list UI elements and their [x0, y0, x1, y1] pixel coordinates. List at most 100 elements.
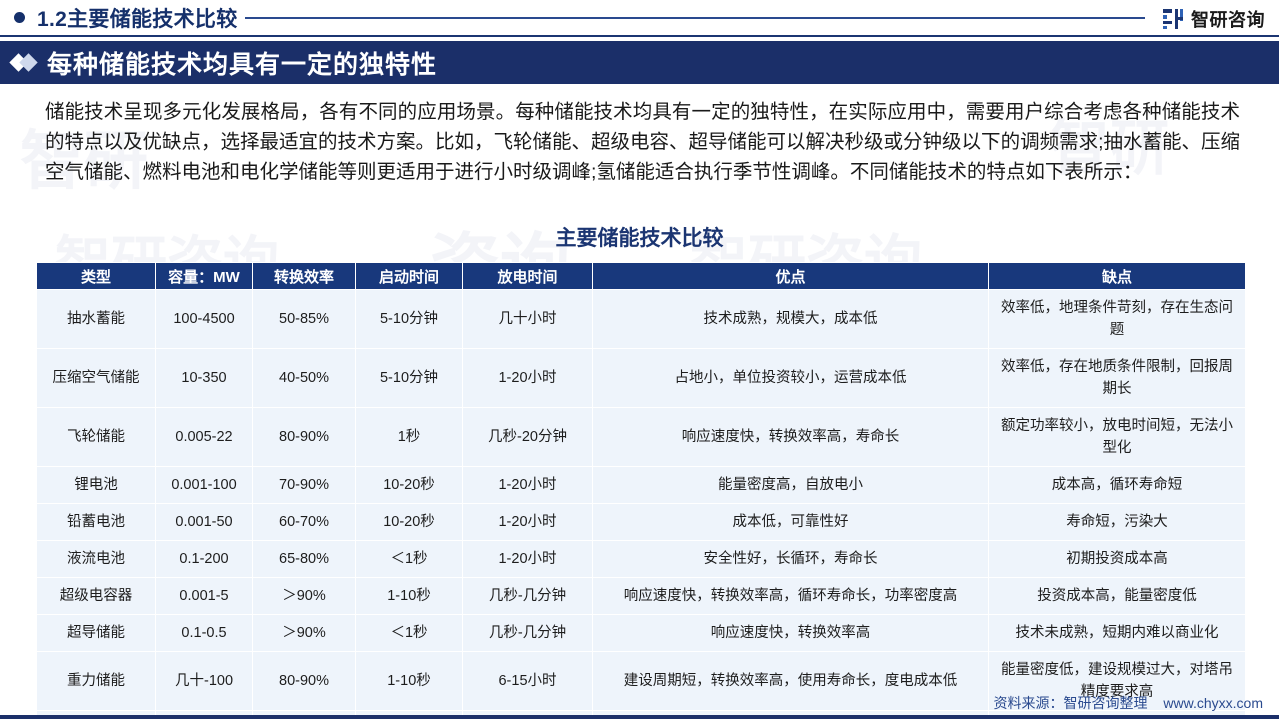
- cell-type: 锂电池: [37, 467, 155, 503]
- cell-capacity: 0.005-22: [156, 408, 252, 466]
- table-row: 重力储能 几十-100 80-90% 1-10秒 6-15小时 建设周期短，转换效率高，使…: [37, 652, 1245, 710]
- col-header-capacity: 容量：MW: [156, 263, 252, 289]
- cell-advantages: 安全性好，长循环，寿命长: [593, 541, 988, 577]
- cell-startup: ＜1秒: [356, 541, 462, 577]
- cell-disadvantages: 寿命短，污染大: [989, 504, 1245, 540]
- table-row: 抽水蓄能 100-4500 50-85% 5-10分钟 几十小时 技术成熟，规模大，成本低…: [37, 290, 1245, 348]
- cell-capacity: 0.1-200: [156, 541, 252, 577]
- cell-discharge: 几十小时: [463, 290, 592, 348]
- cell-discharge: 几秒-几分钟: [463, 615, 592, 651]
- cell-type: 压缩空气储能: [37, 349, 155, 407]
- cell-discharge: 1-20小时: [463, 541, 592, 577]
- source-url: www.chyxx.com: [1163, 695, 1263, 711]
- comparison-table-wrap: 类型 容量：MW 转换效率 启动时间 放电时间 优点 缺点 抽水蓄能 100-45…: [36, 262, 1246, 719]
- cell-discharge: 几秒-20分钟: [463, 408, 592, 466]
- cell-capacity: 10-350: [156, 349, 252, 407]
- source-text: 资料来源：智研咨询整理: [993, 695, 1148, 711]
- cell-disadvantages: 技术未成熟，短期内难以商业化: [989, 615, 1245, 651]
- cell-disadvantages: 初期投资成本高: [989, 541, 1245, 577]
- cell-discharge: 1-20小时: [463, 467, 592, 503]
- cell-startup: ＜1秒: [356, 615, 462, 651]
- cell-startup: 1秒: [356, 408, 462, 466]
- brand-name: 智研咨询: [1191, 10, 1265, 30]
- cell-efficiency: ＞90%: [253, 615, 355, 651]
- cell-disadvantages: 效率低，存在地质条件限制，回报周期长: [989, 349, 1245, 407]
- table-row: 压缩空气储能 10-350 40-50% 5-10分钟 1-20小时 占地小，单位投资较小…: [37, 349, 1245, 407]
- cell-disadvantages: 能量密度低，建设规模过大，对塔吊精度要求高: [989, 652, 1245, 710]
- cell-discharge: 几秒-几分钟: [463, 578, 592, 614]
- cell-efficiency: ＞90%: [253, 578, 355, 614]
- cell-capacity: 0.001-5: [156, 578, 252, 614]
- zhiyan-logo-icon: [1162, 8, 1184, 30]
- cell-type: 液流电池: [37, 541, 155, 577]
- cell-advantages: 响应速度快，转换效率高，循环寿命长，功率密度高: [593, 578, 988, 614]
- cell-efficiency: 65-80%: [253, 541, 355, 577]
- topbar-bottom-rule: [0, 35, 1279, 37]
- cell-startup: 10-20秒: [356, 504, 462, 540]
- cell-capacity: 几十-100: [156, 652, 252, 710]
- cell-type: 抽水蓄能: [37, 290, 155, 348]
- cell-advantages: 建设周期短，转换效率高，使用寿命长，度电成本低: [593, 652, 988, 710]
- cell-disadvantages: 额定功率较小，放电时间短，无法小型化: [989, 408, 1245, 466]
- cell-disadvantages: 投资成本高，能量密度低: [989, 578, 1245, 614]
- cell-discharge: 1-20小时: [463, 349, 592, 407]
- section-title: 1.2主要储能技术比较: [37, 8, 238, 31]
- banner-title: 每种储能技术均具有一定的独特性: [47, 50, 438, 79]
- brand-logo: 智研咨询: [1162, 6, 1265, 32]
- cell-efficiency: 70-90%: [253, 467, 355, 503]
- col-header-discharge: 放电时间: [463, 263, 592, 289]
- topbar: 1.2主要储能技术比较 智研咨询: [0, 0, 1279, 35]
- cell-advantages: 成本低，可靠性好: [593, 504, 988, 540]
- col-header-type: 类型: [37, 263, 155, 289]
- table-row: 铅蓄电池 0.001-50 60-70% 10-20秒 1-20小时 成本低，可靠性好 寿命…: [37, 504, 1245, 540]
- table-body: 抽水蓄能 100-4500 50-85% 5-10分钟 几十小时 技术成熟，规模大，成本低…: [37, 290, 1245, 719]
- comparison-table: 类型 容量：MW 转换效率 启动时间 放电时间 优点 缺点 抽水蓄能 100-45…: [36, 262, 1246, 719]
- col-header-advantages: 优点: [593, 263, 988, 289]
- cell-type: 超导储能: [37, 615, 155, 651]
- cell-type: 飞轮储能: [37, 408, 155, 466]
- table-row: 飞轮储能 0.005-22 80-90% 1秒 几秒-20分钟 响应速度快，转换效率高，寿…: [37, 408, 1245, 466]
- table-row: 锂电池 0.001-100 70-90% 10-20秒 1-20小时 能量密度高，自放电小…: [37, 467, 1245, 503]
- cell-efficiency: 80-90%: [253, 652, 355, 710]
- cell-startup: 1-10秒: [356, 578, 462, 614]
- cell-advantages: 占地小，单位投资较小，运营成本低: [593, 349, 988, 407]
- cell-discharge: 6-15小时: [463, 652, 592, 710]
- cell-type: 重力储能: [37, 652, 155, 710]
- cell-disadvantages: 成本高，循环寿命短: [989, 467, 1245, 503]
- cell-capacity: 0.1-0.5: [156, 615, 252, 651]
- table-header-row: 类型 容量：MW 转换效率 启动时间 放电时间 优点 缺点: [37, 263, 1245, 289]
- table-row: 超级电容器 0.001-5 ＞90% 1-10秒 几秒-几分钟 响应速度快，转换效率高，循…: [37, 578, 1245, 614]
- cell-discharge: 1-20小时: [463, 504, 592, 540]
- cell-startup: 5-10分钟: [356, 290, 462, 348]
- table-row: 超导储能 0.1-0.5 ＞90% ＜1秒 几秒-几分钟 响应速度快，转换效率高 技术未成熟…: [37, 615, 1245, 651]
- diamond-marker-icon: [9, 53, 38, 72]
- cell-efficiency: 80-90%: [253, 408, 355, 466]
- bullet-dot-icon: [14, 12, 25, 23]
- cell-startup: 10-20秒: [356, 467, 462, 503]
- header-divider-rule: [245, 17, 1145, 19]
- body-paragraph: 储能技术呈现多元化发展格局，各有不同的应用场景。每种储能技术均具有一定的独特性，…: [45, 101, 1240, 183]
- col-header-efficiency: 转换效率: [253, 263, 355, 289]
- cell-type: 超级电容器: [37, 578, 155, 614]
- cell-disadvantages: 效率低，地理条件苛刻，存在生态问题: [989, 290, 1245, 348]
- cell-type: 铅蓄电池: [37, 504, 155, 540]
- source-footer: 资料来源：智研咨询整理 www.chyxx.com: [994, 693, 1263, 713]
- cell-advantages: 能量密度高，自放电小: [593, 467, 988, 503]
- cell-efficiency: 40-50%: [253, 349, 355, 407]
- cell-advantages: 技术成熟，规模大，成本低: [593, 290, 988, 348]
- cell-advantages: 响应速度快，转换效率高: [593, 615, 988, 651]
- cell-capacity: 0.001-50: [156, 504, 252, 540]
- cell-efficiency: 60-70%: [253, 504, 355, 540]
- cell-startup: 5-10分钟: [356, 349, 462, 407]
- cell-capacity: 100-4500: [156, 290, 252, 348]
- table-title: 主要储能技术比较: [555, 227, 724, 250]
- cell-efficiency: 50-85%: [253, 290, 355, 348]
- cell-advantages: 响应速度快，转换效率高，寿命长: [593, 408, 988, 466]
- col-header-disadvantages: 缺点: [989, 263, 1245, 289]
- cell-capacity: 0.001-100: [156, 467, 252, 503]
- table-row: 液流电池 0.1-200 65-80% ＜1秒 1-20小时 安全性好，长循环，寿命长 初期…: [37, 541, 1245, 577]
- bottom-accent-bar: [0, 715, 1279, 719]
- section-banner: 每种储能技术均具有一定的独特性: [0, 41, 1279, 84]
- cell-startup: 1-10秒: [356, 652, 462, 710]
